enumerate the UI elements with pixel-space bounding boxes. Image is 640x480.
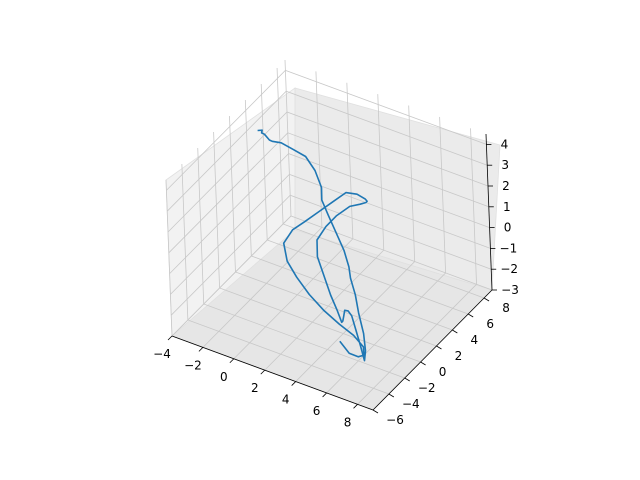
y-axis-line <box>372 289 493 411</box>
y-tick-label: 2 <box>455 349 463 363</box>
x-tick-mark <box>229 358 235 364</box>
z-tick-label: 2 <box>502 179 510 193</box>
x-tick-mark <box>322 392 327 398</box>
x-axis-line <box>171 335 374 411</box>
x-tick-label: 0 <box>220 370 228 384</box>
y-tick-label: 6 <box>486 317 494 331</box>
y-tick-label: −2 <box>418 381 436 395</box>
z-tick-label: −3 <box>501 283 519 297</box>
x-tick-label: 4 <box>282 393 290 407</box>
z-tick-label: 1 <box>503 200 511 214</box>
y-tick-mark <box>436 345 442 350</box>
y-tick-mark <box>372 409 379 414</box>
x-tick-label: 6 <box>313 404 321 418</box>
series-layer <box>257 129 368 362</box>
y-tick-label: 8 <box>502 301 510 315</box>
grid-line-z <box>166 90 488 212</box>
x-tick-mark <box>198 347 204 352</box>
x-tick-mark <box>291 381 296 386</box>
y-tick-mark <box>404 377 410 382</box>
grid-line-z <box>171 215 493 337</box>
grid-line-z <box>167 111 489 233</box>
z-axis-line <box>485 133 493 291</box>
z-tick-label: 3 <box>501 158 509 172</box>
x-tick-label: −4 <box>153 347 171 361</box>
z-tick-label: 0 <box>504 221 512 235</box>
y-tick-label: −6 <box>386 413 404 427</box>
grid-line-z <box>166 69 487 191</box>
y-tick-mark <box>452 329 458 334</box>
z-tick-label: 4 <box>501 137 509 151</box>
y-tick-mark <box>467 313 474 318</box>
x-tick-label: 2 <box>251 381 259 395</box>
axes <box>171 133 493 411</box>
series-line <box>257 129 368 362</box>
x-tick-label: −2 <box>184 358 202 372</box>
grid-line-z <box>170 194 492 316</box>
z-tick-label: −2 <box>500 262 518 276</box>
y-tick-mark <box>388 393 395 398</box>
grid-line-z <box>168 132 489 254</box>
y-tick-label: 0 <box>439 365 447 379</box>
y-tick-mark <box>483 297 490 302</box>
grid-line-z <box>169 153 490 274</box>
grid-line-z <box>170 173 491 295</box>
y-tick-label: 4 <box>471 333 479 347</box>
x-tick-mark <box>260 369 266 375</box>
x-tick-label: 8 <box>344 415 352 429</box>
y-tick-label: −4 <box>402 397 420 411</box>
x-tick-mark <box>353 404 358 409</box>
y-tick-mark <box>420 361 426 366</box>
x-tick-mark <box>167 335 173 341</box>
z-tick-label: −1 <box>500 241 518 255</box>
